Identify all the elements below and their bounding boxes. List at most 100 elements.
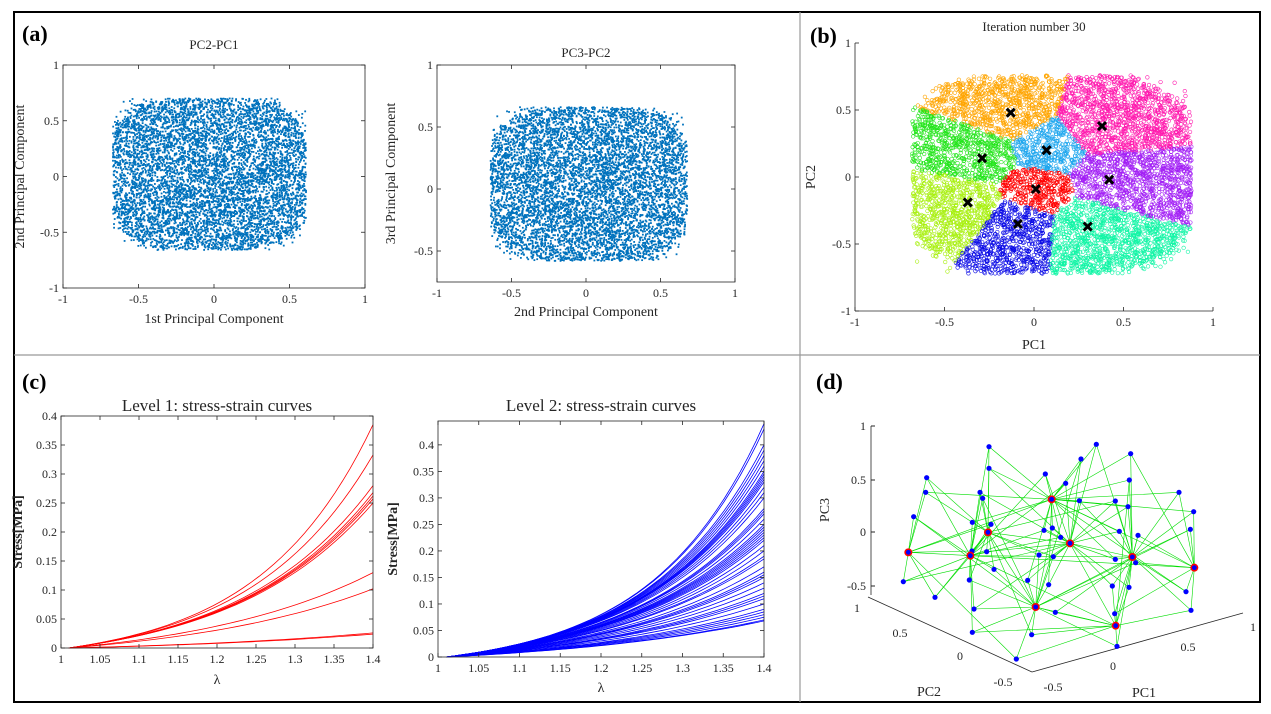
data-point	[153, 186, 156, 189]
data-point	[172, 227, 175, 230]
data-point	[224, 162, 226, 165]
data-point	[281, 209, 284, 212]
data-point	[244, 121, 246, 124]
data-point	[175, 116, 178, 119]
data-point	[248, 135, 251, 138]
data-point	[165, 166, 168, 169]
data-point	[256, 179, 259, 182]
data-point	[194, 138, 196, 141]
data-point	[163, 204, 165, 207]
data-point	[181, 137, 184, 140]
data-point	[264, 205, 267, 208]
data-point	[214, 231, 216, 234]
data-point	[249, 235, 252, 238]
data-point	[136, 202, 139, 204]
data-point	[292, 149, 295, 152]
data-point	[273, 140, 276, 143]
data-point	[183, 197, 186, 200]
data-point	[236, 175, 239, 178]
data-point	[287, 114, 290, 117]
data-point	[248, 117, 251, 120]
data-point	[287, 162, 290, 165]
data-point	[301, 132, 304, 135]
data-point	[240, 167, 243, 170]
data-point	[301, 135, 303, 138]
data-point	[112, 151, 115, 154]
data-point	[134, 228, 137, 231]
data-point	[225, 157, 228, 160]
data-point	[245, 98, 247, 101]
data-point	[188, 128, 191, 130]
data-point	[261, 167, 264, 170]
data-point	[259, 177, 262, 179]
data-point	[117, 142, 120, 145]
data-point	[235, 118, 238, 121]
data-point	[236, 124, 238, 127]
data-point	[232, 131, 235, 133]
data-point	[170, 227, 173, 230]
data-point	[135, 142, 138, 144]
data-point	[220, 97, 223, 100]
data-point	[202, 157, 205, 160]
data-point	[248, 140, 251, 143]
data-point	[124, 194, 127, 197]
data-point	[210, 162, 213, 165]
data-point	[206, 222, 209, 225]
data-point	[244, 159, 247, 162]
data-point	[191, 137, 194, 140]
data-point	[166, 121, 168, 124]
data-point	[271, 165, 274, 168]
data-point	[280, 116, 283, 119]
data-point	[126, 132, 128, 135]
data-point	[173, 240, 176, 243]
data-point	[252, 167, 255, 170]
data-point	[120, 203, 122, 206]
data-point	[163, 209, 166, 211]
data-point	[195, 198, 198, 201]
data-point	[272, 172, 275, 175]
data-point	[253, 243, 256, 246]
data-point	[267, 110, 270, 113]
data-point	[167, 217, 170, 220]
data-point	[247, 144, 250, 146]
data-point	[182, 155, 185, 157]
data-point	[226, 163, 229, 165]
data-point	[151, 234, 154, 237]
data-point	[265, 178, 268, 181]
data-point	[273, 110, 276, 113]
data-point	[258, 123, 260, 126]
data-point	[213, 121, 216, 123]
data-point	[292, 193, 295, 196]
data-point	[205, 161, 208, 164]
data-point	[284, 234, 287, 237]
data-point	[301, 215, 304, 217]
data-point	[243, 226, 245, 228]
data-point	[198, 171, 200, 174]
data-point	[191, 143, 194, 146]
data-point	[176, 169, 178, 171]
data-point	[112, 132, 114, 135]
data-point	[247, 107, 250, 109]
data-point	[261, 180, 264, 183]
data-point	[272, 208, 275, 211]
data-point	[228, 124, 231, 127]
data-point	[211, 128, 213, 131]
data-point	[271, 170, 273, 172]
data-point	[285, 114, 288, 116]
data-point	[153, 115, 156, 118]
data-point	[113, 223, 115, 225]
data-point	[297, 145, 300, 148]
data-point	[139, 216, 142, 219]
data-point	[172, 184, 175, 186]
data-point	[194, 121, 197, 124]
data-point	[288, 141, 291, 144]
data-point	[257, 146, 260, 149]
data-point	[247, 196, 249, 199]
data-point	[155, 141, 157, 144]
data-point	[236, 166, 239, 169]
data-point	[221, 174, 224, 177]
data-point	[128, 139, 131, 142]
data-point	[165, 167, 167, 170]
data-point	[184, 212, 187, 215]
